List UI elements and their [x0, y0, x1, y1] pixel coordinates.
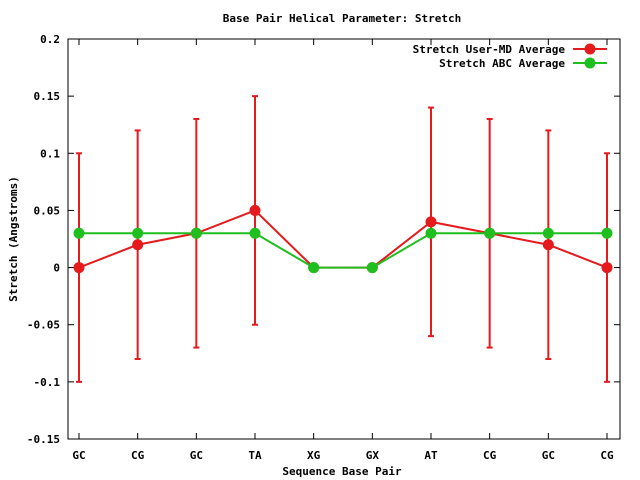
data-point-series-1 — [73, 227, 85, 239]
plot-frame — [67, 38, 621, 440]
data-point-series-1 — [132, 227, 144, 239]
y-axis: -0.15 -0.1 -0.05 0 0.05 0.1 0.15 0.2 — [27, 33, 620, 446]
y-tick-label: -0.15 — [27, 433, 60, 446]
data-point-series-1 — [366, 262, 378, 274]
y-tick-label: 0.15 — [34, 90, 61, 103]
x-tick-label: AT — [424, 449, 438, 462]
series-points — [73, 204, 613, 274]
x-tick-label: CG — [131, 449, 145, 462]
data-point-series-1 — [190, 227, 202, 239]
data-point-series-1 — [542, 227, 554, 239]
x-axis-label: Sequence Base Pair — [282, 465, 402, 478]
error-bars — [76, 95, 610, 383]
y-tick-label: 0 — [53, 262, 60, 275]
legend-label: Stretch ABC Average — [439, 57, 565, 70]
series-lines — [78, 209, 608, 269]
data-point-series-1 — [308, 262, 320, 274]
series-line-0 — [78, 209, 608, 269]
x-tick-label: GC — [190, 449, 203, 462]
x-tick-label: CG — [600, 449, 614, 462]
y-tick-label: -0.05 — [27, 319, 60, 332]
x-tick-label: GC — [542, 449, 555, 462]
legend-label: Stretch User-MD Average — [413, 43, 566, 56]
legend-marker — [584, 43, 596, 55]
y-axis-label: Stretch (Angstroms) — [7, 176, 20, 302]
data-point-series-1 — [249, 227, 261, 239]
legend-marker — [584, 57, 596, 69]
series-line-1 — [79, 232, 607, 269]
data-point-series-0 — [425, 216, 437, 228]
x-axis: GC CG GC TA XG GX AT CG GC CG — [72, 39, 614, 462]
data-point-series-0 — [73, 262, 85, 274]
chart-title: Base Pair Helical Parameter: Stretch — [223, 12, 461, 25]
data-point-series-1 — [601, 227, 613, 239]
data-point-series-0 — [601, 262, 613, 274]
x-tick-label: GC — [72, 449, 85, 462]
data-point-series-1 — [484, 227, 496, 239]
data-point-series-1 — [425, 227, 437, 239]
y-tick-label: -0.1 — [34, 376, 61, 389]
y-tick-label: 0.05 — [34, 204, 61, 217]
x-tick-label: CG — [483, 449, 497, 462]
data-point-series-0 — [249, 204, 261, 216]
data-point-series-0 — [542, 239, 554, 251]
data-point-series-0 — [132, 239, 144, 251]
x-tick-label: TA — [248, 449, 262, 462]
x-tick-label: GX — [366, 449, 380, 462]
y-tick-label: 0.2 — [40, 33, 60, 46]
x-tick-label: XG — [307, 449, 321, 462]
y-tick-label: 0.1 — [40, 147, 60, 160]
